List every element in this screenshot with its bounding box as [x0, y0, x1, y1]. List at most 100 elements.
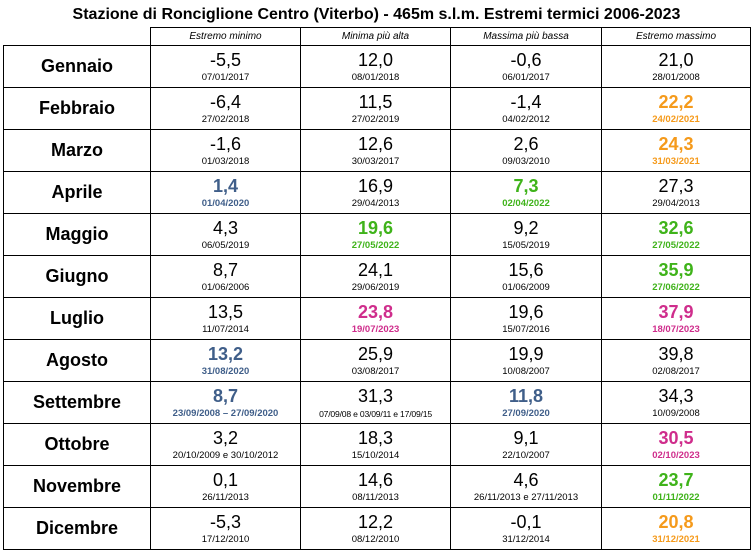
record-date: 27/05/2022: [652, 240, 700, 251]
month-label: Dicembre: [3, 507, 151, 550]
cell-content: 11,8 27/09/2020: [452, 383, 601, 423]
record-date: 06/05/2019: [201, 240, 250, 251]
record-date: 18/07/2023: [652, 324, 700, 335]
record-date: 15/05/2019: [502, 240, 550, 251]
cell-content: 21,0 28/01/2008: [603, 47, 750, 87]
record-date: 23/09/2008 – 27/09/2020: [172, 408, 279, 419]
cell-content: 13,2 31/08/2020: [152, 341, 300, 381]
cell-content: 8,7 23/09/2008 – 27/09/2020: [152, 383, 300, 423]
record-date: 03/08/2017: [351, 366, 400, 377]
cell-massima-piu-bassa: 19,9 10/08/2007: [450, 339, 602, 382]
month-label: Settembre: [3, 381, 151, 424]
record-date: 26/11/2013 e 27/11/2013: [473, 492, 579, 503]
temperature-value: 32,6: [658, 218, 694, 238]
record-date: 07/01/2017: [201, 72, 250, 83]
temperature-value: 18,3: [357, 428, 394, 448]
temperature-value: 39,8: [658, 344, 694, 364]
cell-content: 20,8 31/12/2021: [603, 509, 750, 549]
cell-estremo-minimo: 13,2 31/08/2020: [150, 339, 301, 382]
record-date: 31/12/2021: [652, 534, 700, 545]
cell-content: 12,6 30/03/2017: [302, 131, 450, 171]
table-row: Giugno 8,7 01/06/2006 24,1 29/06/2019 15,6 01/…: [3, 255, 751, 298]
temperature-value: 31,3: [357, 386, 394, 406]
month-label: Aprile: [3, 171, 151, 214]
month-label: Luglio: [3, 297, 151, 340]
cell-content: -1,4 04/02/2012: [452, 89, 601, 129]
cell-content: -5,3 17/12/2010: [152, 509, 300, 549]
cell-content: 19,6 27/05/2022: [302, 215, 450, 255]
cell-content: 13,5 11/07/2014: [152, 299, 300, 339]
temperature-extremes-table: Estremo minimo Minima più alta Massima p…: [3, 27, 751, 550]
temperature-value: 8,7: [212, 260, 239, 280]
cell-content: 23,7 01/11/2022: [603, 467, 750, 507]
cell-content: 22,2 24/02/2021: [603, 89, 750, 129]
temperature-value: -0,1: [510, 512, 542, 532]
cell-estremo-massimo: 30,5 02/10/2023: [601, 423, 751, 466]
cell-content: 34,3 10/09/2008: [603, 383, 750, 423]
cell-content: 4,6 26/11/2013 e 27/11/2013: [452, 467, 601, 507]
cell-content: 12,0 08/01/2018: [302, 47, 450, 87]
cell-estremo-minimo: -1,6 01/03/2018: [150, 129, 301, 172]
cell-content: 3,2 20/10/2009 e 30/10/2012: [152, 425, 300, 465]
record-date: 01/06/2006: [201, 282, 250, 293]
temperature-value: 8,7: [212, 386, 239, 406]
cell-minima-piu-alta: 12,2 08/12/2010: [300, 507, 451, 550]
cell-content: 4,3 06/05/2019: [152, 215, 300, 255]
cell-estremo-massimo: 23,7 01/11/2022: [601, 465, 751, 508]
temperature-value: 34,3: [658, 386, 694, 406]
record-date: 31/03/2021: [652, 156, 700, 167]
cell-massima-piu-bassa: -0,6 06/01/2017: [450, 45, 602, 88]
temperature-value: 16,9: [357, 176, 394, 196]
cell-content: 15,6 01/06/2009: [452, 257, 601, 297]
cell-content: 24,3 31/03/2021: [603, 131, 750, 171]
record-date: 27/02/2018: [201, 114, 250, 125]
cell-content: 35,9 27/06/2022: [603, 257, 750, 297]
record-date: 01/04/2020: [201, 198, 250, 209]
temperature-value: 27,3: [658, 176, 694, 196]
header-massima-piu-bassa: Massima più bassa: [450, 27, 602, 46]
cell-minima-piu-alta: 31,3 07/09/08 e 03/09/11 e 17/09/15: [300, 381, 451, 424]
cell-content: 37,9 18/07/2023: [603, 299, 750, 339]
cell-estremo-minimo: 8,7 23/09/2008 – 27/09/2020: [150, 381, 301, 424]
cell-minima-piu-alta: 11,5 27/02/2019: [300, 87, 451, 130]
record-date: 15/07/2016: [502, 324, 550, 335]
record-date: 08/12/2010: [351, 534, 400, 545]
temperature-value: 21,0: [658, 50, 694, 70]
temperature-value: 11,5: [358, 92, 393, 112]
record-date: 01/06/2009: [502, 282, 550, 293]
cell-massima-piu-bassa: -0,1 31/12/2014: [450, 507, 602, 550]
table-row: Gennaio -5,5 07/01/2017 12,0 08/01/2018 -0,6 0…: [3, 45, 751, 88]
table-row: Maggio 4,3 06/05/2019 19,6 27/05/2022 9,2 15/0…: [3, 213, 751, 256]
record-date: 02/10/2023: [652, 450, 700, 461]
cell-content: 12,2 08/12/2010: [302, 509, 450, 549]
temperature-value: -5,3: [209, 512, 242, 532]
temperature-value: 19,9: [508, 344, 544, 364]
cell-minima-piu-alta: 23,8 19/07/2023: [300, 297, 451, 340]
table-row: Marzo -1,6 01/03/2018 12,6 30/03/2017 2,6 09/0…: [3, 129, 751, 172]
cell-content: 25,9 03/08/2017: [302, 341, 450, 381]
cell-minima-piu-alta: 25,9 03/08/2017: [300, 339, 451, 382]
cell-content: 32,6 27/05/2022: [603, 215, 750, 255]
temperature-value: 25,9: [357, 344, 394, 364]
record-date: 24/02/2021: [652, 114, 700, 125]
page-title: Stazione di Ronciglione Centro (Viterbo)…: [72, 6, 681, 23]
cell-estremo-minimo: -5,5 07/01/2017: [150, 45, 301, 88]
month-label: Maggio: [3, 213, 151, 256]
temperature-value: -1,4: [510, 92, 542, 112]
cell-massima-piu-bassa: 11,8 27/09/2020: [450, 381, 602, 424]
cell-content: -1,6 01/03/2018: [152, 131, 300, 171]
month-label: Agosto: [3, 339, 151, 382]
cell-minima-piu-alta: 12,0 08/01/2018: [300, 45, 451, 88]
temperature-value: -1,6: [209, 134, 242, 154]
cell-minima-piu-alta: 24,1 29/06/2019: [300, 255, 451, 298]
temperature-value: 9,2: [513, 218, 539, 238]
record-date: 27/09/2020: [502, 408, 550, 419]
cell-estremo-massimo: 39,8 02/08/2017: [601, 339, 751, 382]
temperature-value: 4,6: [513, 470, 539, 490]
record-date: 10/08/2007: [502, 366, 550, 377]
temperature-value: 1,4: [212, 176, 239, 196]
cell-minima-piu-alta: 16,9 29/04/2013: [300, 171, 451, 214]
month-label: Febbraio: [3, 87, 151, 130]
temperature-value: 12,6: [357, 134, 394, 154]
